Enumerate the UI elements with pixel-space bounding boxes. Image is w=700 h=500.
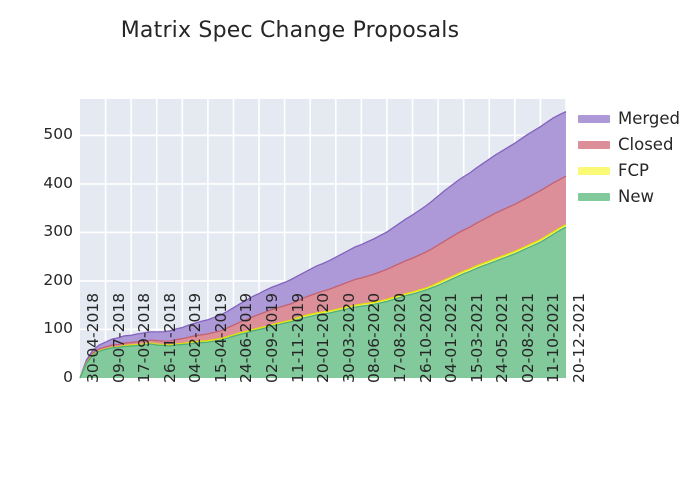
x-axis-tick-label: 26-11-2018 bbox=[160, 292, 179, 383]
y-axis-tick-label: 500 bbox=[43, 125, 73, 144]
x-axis-tick-label: 24-05-2021 bbox=[493, 292, 512, 383]
legend-label: New bbox=[618, 186, 654, 206]
x-axis-tick-label: 11-11-2019 bbox=[288, 292, 307, 383]
area-line-closed bbox=[79, 175, 567, 379]
x-axis-tick-label: 02-08-2021 bbox=[518, 292, 537, 383]
y-axis-tick-label: 0 bbox=[63, 368, 73, 386]
x-axis-tick-label: 11-10-2021 bbox=[544, 292, 563, 383]
x-axis-tick-label: 09-07-2018 bbox=[109, 292, 128, 383]
legend-swatch-icon bbox=[578, 167, 610, 175]
x-axis-tick-label: 17-08-2020 bbox=[390, 292, 409, 383]
legend-swatch-icon bbox=[578, 193, 610, 201]
chart-legend: Merged Closed FCP New bbox=[578, 106, 700, 210]
y-axis-tick-label: 300 bbox=[43, 222, 73, 241]
area-line-merged bbox=[79, 111, 567, 379]
legend-swatch-icon bbox=[578, 115, 610, 123]
x-axis-tick-label: 26-10-2020 bbox=[416, 292, 435, 383]
legend-swatch-icon bbox=[578, 141, 610, 149]
legend-label: Merged bbox=[618, 108, 680, 128]
x-axis-tick-label: 30-04-2018 bbox=[84, 292, 102, 383]
x-axis-tick-label: 08-06-2020 bbox=[365, 292, 384, 383]
x-axis-tick-label: 20-01-2020 bbox=[314, 292, 333, 383]
y-axis-ticks: 0 100 200 300 400 500 bbox=[0, 0, 73, 500]
x-axis-tick-label: 04-01-2021 bbox=[442, 292, 461, 383]
x-axis-tick-label: 02-09-2019 bbox=[263, 292, 282, 383]
x-axis-tick-label: 04-02-2019 bbox=[186, 292, 205, 383]
legend-item-new[interactable]: New bbox=[578, 184, 700, 210]
x-axis-tick-label: 30-03-2020 bbox=[339, 292, 358, 383]
x-axis-tick-label: 17-09-2018 bbox=[135, 292, 154, 383]
x-axis-tick-label: 15-04-2019 bbox=[211, 292, 230, 383]
legend-label: FCP bbox=[618, 160, 649, 180]
legend-label: Closed bbox=[618, 134, 674, 154]
area-line-new bbox=[79, 226, 567, 379]
y-axis-tick-label: 400 bbox=[43, 173, 73, 192]
chart-title: Matrix Spec Change Proposals bbox=[120, 18, 460, 43]
legend-item-closed[interactable]: Closed bbox=[578, 132, 700, 158]
x-axis-tick-label: 24-06-2019 bbox=[237, 292, 256, 383]
x-axis-tick-label: 20-12-2021 bbox=[570, 292, 588, 383]
area-new bbox=[80, 227, 566, 378]
legend-item-merged[interactable]: Merged bbox=[578, 106, 700, 132]
x-axis-tick-label: 15-03-2021 bbox=[467, 292, 486, 383]
y-axis-tick-label: 200 bbox=[43, 270, 73, 289]
y-axis-tick-label: 100 bbox=[43, 319, 73, 338]
area-line-fcp bbox=[79, 224, 567, 379]
legend-item-fcp[interactable]: FCP bbox=[578, 158, 700, 184]
